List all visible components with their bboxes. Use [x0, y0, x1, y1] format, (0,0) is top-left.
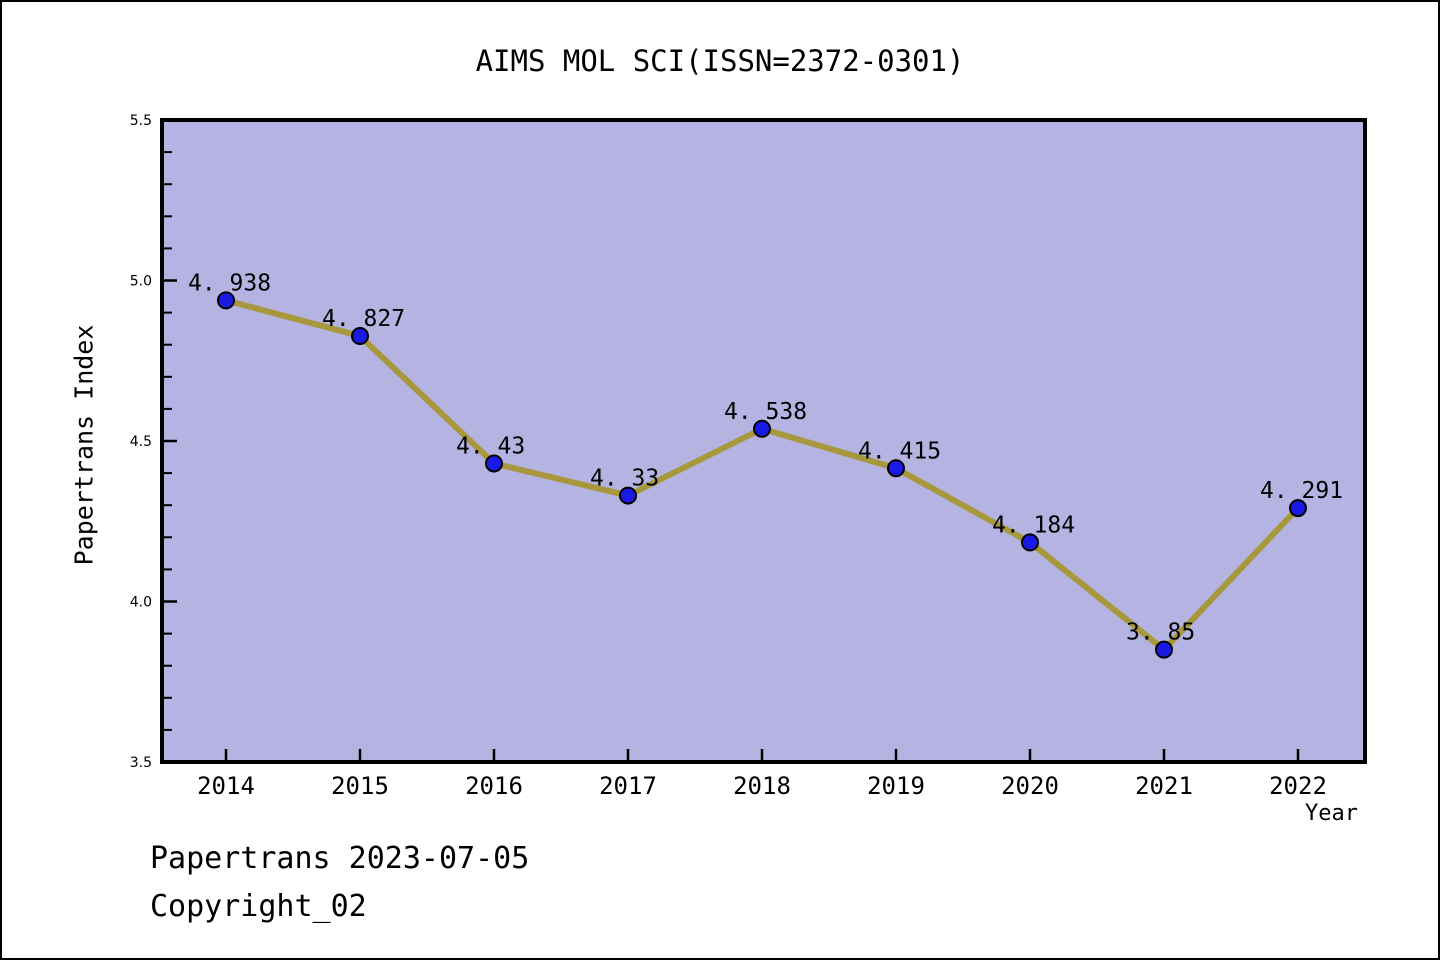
footer-source-date: Papertrans 2023-07-05: [150, 841, 530, 876]
y-axis-label: Papertrans Index: [69, 324, 99, 566]
data-point-label: 4. 184: [992, 512, 1075, 538]
data-point-label: 4. 538: [724, 399, 807, 425]
x-tick-label: 2020: [1001, 772, 1059, 800]
y-tick-label: 5.0: [130, 274, 152, 290]
x-tick-label: 2019: [867, 772, 925, 800]
x-tick-label: 2016: [465, 772, 523, 800]
data-point-label: 4. 415: [858, 438, 941, 464]
x-tick-label: 2017: [599, 772, 657, 800]
x-axis-label: Year: [1305, 801, 1358, 826]
data-point-label: 4. 938: [188, 270, 271, 296]
y-tick-label: 4.5: [130, 434, 152, 450]
x-tick-label: 2021: [1135, 772, 1193, 800]
plot-background: [160, 118, 1367, 764]
y-tick-label: 4.0: [130, 595, 152, 611]
data-point-2020: [1021, 533, 1039, 552]
chart-title: AIMS MOL SCI(ISSN=2372-0301): [475, 44, 965, 78]
footer-copyright: Copyright_02: [150, 889, 367, 924]
y-tick-label: 3.5: [130, 755, 152, 771]
data-point-2015: [351, 327, 369, 346]
x-tick-label: 2018: [733, 772, 791, 800]
data-point-2016: [485, 454, 503, 473]
data-point-label: 4. 827: [322, 306, 405, 332]
y-tick-label: 5.5: [130, 113, 152, 129]
data-point-label: 4. 291: [1260, 478, 1343, 504]
x-tick-label: 2022: [1269, 772, 1327, 800]
x-tick-label: 2015: [331, 772, 389, 800]
data-point-2017: [619, 486, 637, 505]
data-point-2014: [217, 291, 235, 310]
data-point-2019: [887, 459, 905, 478]
data-point-2018: [753, 419, 771, 438]
data-point-2021: [1155, 640, 1173, 659]
data-point-2022: [1289, 499, 1307, 518]
x-tick-label: 2014: [197, 772, 255, 800]
